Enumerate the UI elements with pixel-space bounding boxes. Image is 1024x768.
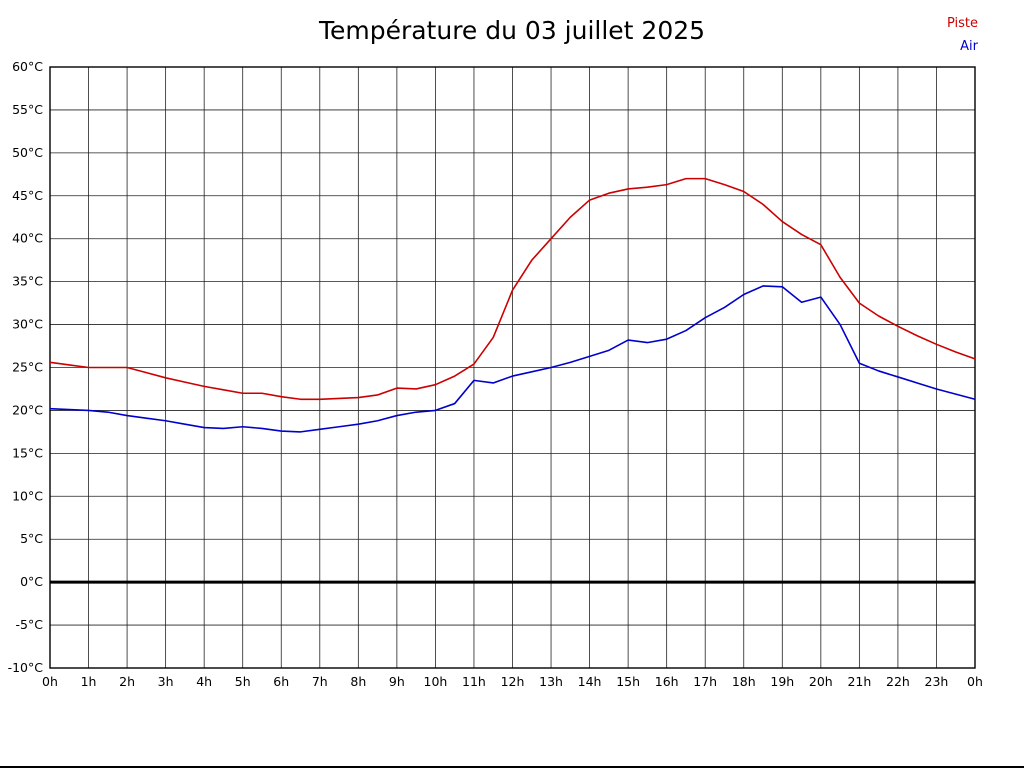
x-axis-tick-label: 6h bbox=[273, 674, 289, 689]
x-axis-tick-label: 7h bbox=[312, 674, 328, 689]
y-axis-tick-label: -5°C bbox=[16, 617, 44, 632]
series-line-piste bbox=[49, 177, 976, 401]
x-axis-tick-label: 13h bbox=[539, 674, 563, 689]
x-axis-tick-label: 21h bbox=[847, 674, 871, 689]
y-axis-tick-label: 60°C bbox=[12, 59, 43, 74]
chart-title: Température du 03 juillet 2025 bbox=[318, 16, 706, 45]
y-axis-tick-label: 35°C bbox=[12, 274, 43, 289]
y-axis-tick-label: 50°C bbox=[12, 145, 43, 160]
x-axis-tick-label: 17h bbox=[693, 674, 717, 689]
x-axis-tick-label: 19h bbox=[770, 674, 794, 689]
x-axis-tick-label: 18h bbox=[732, 674, 756, 689]
y-axis-tick-label: 15°C bbox=[12, 445, 43, 460]
x-axis-tick-label: 22h bbox=[886, 674, 910, 689]
y-axis-tick-label: 45°C bbox=[12, 188, 43, 203]
y-axis-tick-label: 55°C bbox=[12, 102, 43, 117]
x-axis-tick-label: 10h bbox=[424, 674, 448, 689]
y-axis-tick-label: 10°C bbox=[12, 488, 43, 503]
x-axis-tick-label: 12h bbox=[501, 674, 525, 689]
legend-item-piste: Piste bbox=[946, 16, 978, 31]
x-axis-tick-label: 15h bbox=[616, 674, 640, 689]
x-axis-tick-label: 5h bbox=[235, 674, 251, 689]
x-axis-tick-label: 11h bbox=[462, 674, 486, 689]
x-axis-tick-label: 16h bbox=[655, 674, 679, 689]
x-axis-tick-label: 23h bbox=[925, 674, 949, 689]
x-axis-tick-label: 4h bbox=[196, 674, 212, 689]
x-axis-tick-label: 0h bbox=[967, 674, 983, 689]
y-axis-tick-label: -10°C bbox=[8, 660, 44, 675]
y-axis-tick-label: 25°C bbox=[12, 360, 43, 375]
y-axis-tick-label: 20°C bbox=[12, 402, 43, 417]
series-line-air bbox=[49, 285, 976, 433]
y-axis-tick-label: 40°C bbox=[12, 231, 43, 246]
legend-item-air: Air bbox=[960, 39, 978, 54]
y-axis-tick-label: 30°C bbox=[12, 317, 43, 332]
x-axis-tick-label: 14h bbox=[578, 674, 602, 689]
x-axis-tick-label: 1h bbox=[81, 674, 97, 689]
y-axis-tick-label: 5°C bbox=[20, 531, 43, 546]
y-axis-tick-label: 0°C bbox=[20, 574, 43, 589]
x-axis-tick-label: 8h bbox=[350, 674, 366, 689]
chart-legend: Piste Air bbox=[947, 12, 978, 58]
bottom-border-line bbox=[0, 766, 1024, 768]
x-axis-tick-label: 3h bbox=[158, 674, 174, 689]
x-axis-tick-label: 2h bbox=[119, 674, 135, 689]
x-axis-tick-label: 20h bbox=[809, 674, 833, 689]
x-axis-tick-label: 9h bbox=[389, 674, 405, 689]
plot-border bbox=[49, 66, 976, 669]
x-axis-tick-label: 0h bbox=[42, 674, 58, 689]
